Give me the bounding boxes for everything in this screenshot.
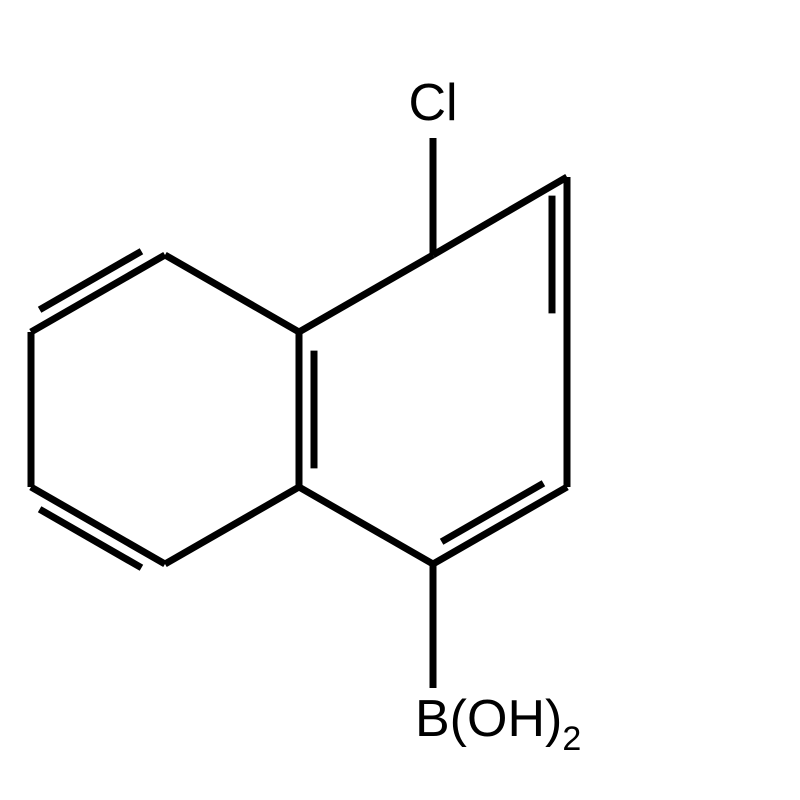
molecule-diagram: Cl B(OH)2 [0, 0, 800, 800]
bond [31, 255, 165, 332]
bond [299, 255, 433, 332]
bond [165, 255, 299, 332]
bond [165, 487, 299, 564]
cl-label: Cl [408, 74, 457, 132]
bond [299, 487, 433, 564]
b-label: B(OH)2 [415, 690, 581, 758]
bond [433, 487, 567, 564]
bond [433, 177, 567, 255]
bond [31, 487, 165, 564]
